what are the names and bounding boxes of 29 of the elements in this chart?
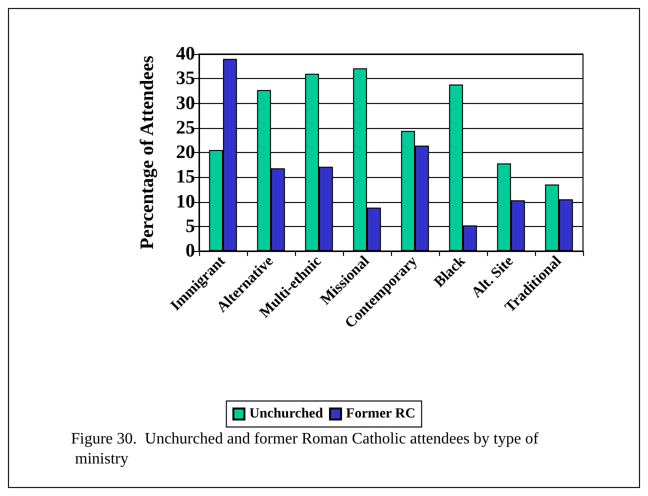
y-tick-label: 20 [176, 142, 195, 163]
bar [449, 84, 463, 251]
bar [257, 90, 271, 251]
y-tick-label: 5 [186, 216, 195, 237]
bar [209, 150, 223, 251]
bar [497, 163, 511, 251]
bar [401, 130, 415, 251]
bar [223, 58, 237, 251]
y-tick-label: 0 [186, 240, 195, 262]
y-axis-title: Percentage of Attendees [137, 56, 158, 250]
y-tick-label: 15 [176, 166, 195, 188]
bar [511, 200, 525, 251]
y-tick-label: 25 [176, 117, 195, 138]
caption: Figure 30. Unchurched and former Roman Catholic attendees by type of ministry [71, 430, 540, 468]
y-tick-label: 40 [176, 44, 195, 64]
y-tick-label: 10 [176, 191, 195, 212]
bar [319, 166, 333, 251]
bar [271, 168, 285, 251]
y-tick-label: 30 [176, 92, 195, 114]
bar [353, 68, 367, 251]
legend-label: Former RC [346, 406, 416, 422]
legend-label: Unchurched [249, 406, 324, 422]
y-tick-label: 35 [176, 68, 195, 90]
bar [463, 225, 477, 251]
bar [559, 199, 573, 251]
bar [415, 146, 429, 251]
bar [367, 208, 381, 251]
bar [545, 184, 559, 251]
bar [305, 74, 319, 251]
